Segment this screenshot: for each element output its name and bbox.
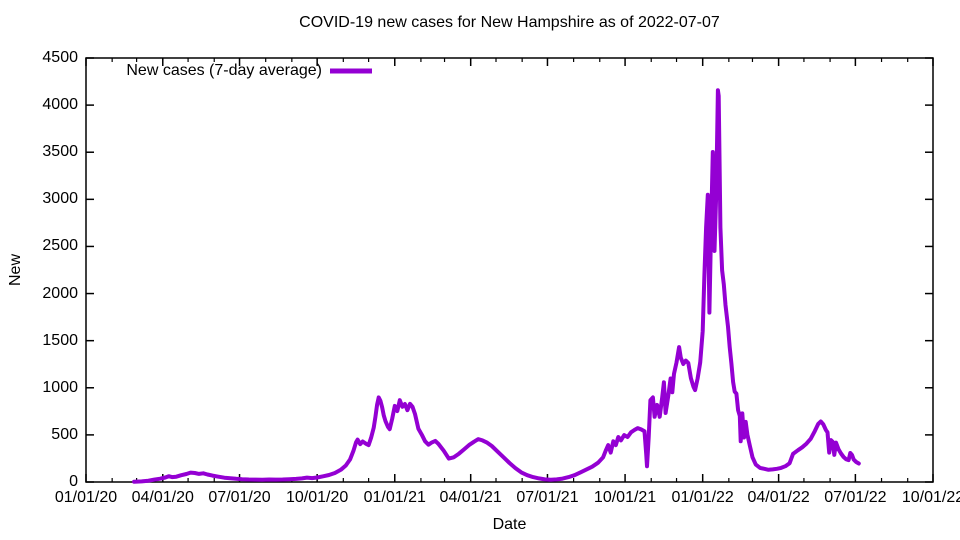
y-tick-label: 3500 xyxy=(42,143,78,161)
x-tick-label: 07/01/21 xyxy=(516,489,579,506)
y-tick-label: 2500 xyxy=(42,237,78,255)
y-tick-label: 1500 xyxy=(42,331,78,349)
plot-border xyxy=(85,57,934,483)
y-tick-label: 3000 xyxy=(42,190,78,208)
x-tick-label: 10/01/20 xyxy=(286,489,349,506)
y-tick-label: 4000 xyxy=(42,96,78,114)
y-tick-label: 1000 xyxy=(42,378,78,396)
x-tick-label: 07/01/20 xyxy=(208,489,271,506)
y-tick-label: 2000 xyxy=(42,284,78,302)
series-line-new-cases xyxy=(132,88,861,484)
x-tick-label: 10/01/22 xyxy=(901,489,960,506)
chart-title: COVID-19 new cases for New Hampshire as … xyxy=(299,14,720,31)
y-tick-label: 500 xyxy=(51,425,78,443)
y-tick-label: 0 xyxy=(69,473,78,490)
x-axis-label: Date xyxy=(492,516,527,533)
y-tick-label: 4500 xyxy=(42,49,78,66)
x-tick-label: 04/01/22 xyxy=(747,489,810,506)
x-tick-label: 01/01/22 xyxy=(671,489,734,506)
x-tick-label: 07/01/22 xyxy=(824,489,887,506)
x-tick-label: 01/01/21 xyxy=(363,489,426,506)
x-tick-label: 04/01/21 xyxy=(439,489,502,506)
legend-series-label: New cases (7-day average) xyxy=(126,62,322,79)
y-axis-label: New xyxy=(7,253,24,287)
x-tick-label: 10/01/21 xyxy=(593,489,657,506)
x-tick-label: 01/01/20 xyxy=(54,489,118,506)
x-tick-label: 04/01/20 xyxy=(131,489,194,506)
